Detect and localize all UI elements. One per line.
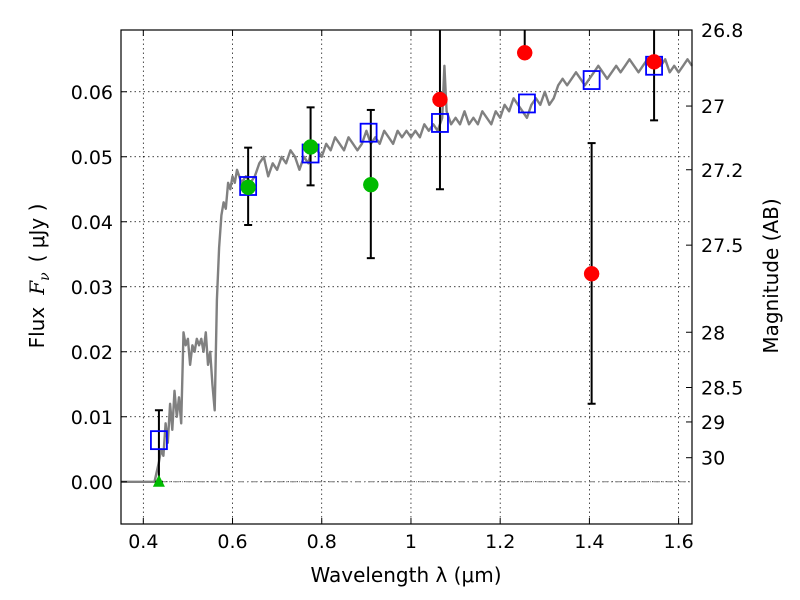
x-tick-label: 1.2 <box>485 531 515 553</box>
plot-frame <box>120 29 693 525</box>
optical-flux-point <box>302 139 319 155</box>
y2-tick-label: 26.8 <box>701 20 743 42</box>
y-tick-label: 0.00 <box>71 472 113 494</box>
infrared-flux-point <box>583 266 600 282</box>
y-tick-label: 0.03 <box>71 277 113 299</box>
y2-tick-label: 27 <box>701 96 725 118</box>
model-photometry-square <box>582 70 601 90</box>
y-tick-label: 0.04 <box>71 212 113 234</box>
y-tick-label: 0.01 <box>71 407 113 429</box>
y2-tick-label: 30 <box>701 448 725 470</box>
y-tick-label: 0.05 <box>71 147 113 169</box>
x-tick-label: 1 <box>405 531 417 553</box>
y2-tick-labels: 26.8 27 27.2 27.5 28 28.5 29 30 <box>701 20 743 470</box>
model-photometry-square <box>431 113 449 133</box>
x-tick-label: 1.4 <box>574 531 604 553</box>
x-tick-label: 0.6 <box>217 531 247 553</box>
y2-tick-label: 27.2 <box>701 160 743 182</box>
x-tick-label: 0.8 <box>307 531 337 553</box>
y-tick-label: 0.06 <box>71 82 113 104</box>
y2-axis-title: Magnitude (AB) <box>759 198 783 353</box>
model-photometry-square <box>359 122 378 143</box>
y-axis-title-word: Flux <box>25 307 49 349</box>
x-tick-label: 0.4 <box>128 531 158 553</box>
x-tick-label: 1.6 <box>664 531 694 553</box>
tick-layer <box>121 29 692 524</box>
model-photometry-square <box>150 430 168 451</box>
y-axis-title: Flux Fν ( μJy ) <box>25 204 53 349</box>
y-axis-title-subscript: ν <box>37 272 53 281</box>
y2-tick-label: 27.5 <box>701 235 743 257</box>
model-photometry-square <box>518 93 536 114</box>
x-tick-labels: 0.4 0.6 0.8 1 1.2 1.4 1.6 <box>128 531 694 553</box>
infrared-flux-point <box>646 54 662 70</box>
marker-layer <box>150 45 663 487</box>
x-axis-title: Wavelength λ (μm) <box>310 563 501 587</box>
model-sed-layer <box>121 58 693 483</box>
y2-tick-label: 28 <box>701 322 725 344</box>
optical-limit-triangle <box>152 474 165 487</box>
model-sed-line <box>121 58 693 483</box>
y2-tick-label: 28.5 <box>701 378 743 400</box>
y-tick-label: 0.02 <box>71 342 113 364</box>
optical-flux-point <box>240 179 256 196</box>
infrared-flux-point <box>516 45 533 61</box>
y2-tick-label: 29 <box>701 412 725 434</box>
y-tick-labels: 0.00 0.01 0.02 0.03 0.04 0.05 0.06 <box>71 82 113 494</box>
optical-flux-point <box>363 176 379 193</box>
y-axis-title-symbol: F <box>25 280 49 296</box>
y-axis-title-unit: ( μJy ) <box>25 204 49 263</box>
infrared-flux-point <box>432 91 448 108</box>
